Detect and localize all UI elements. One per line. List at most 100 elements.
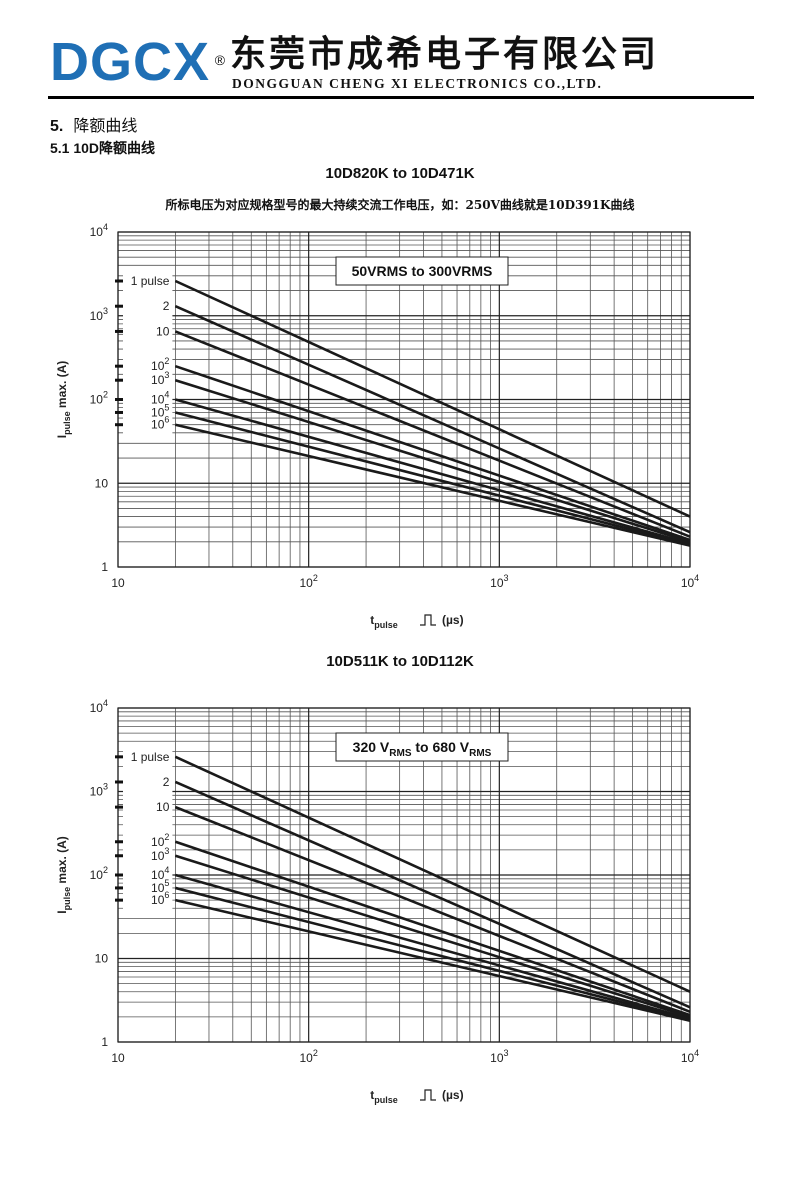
series-line [174, 780, 691, 1009]
series-line [175, 378, 691, 544]
y-tick-label: 10 [95, 476, 109, 490]
subsection-number: 5.1 [50, 140, 70, 156]
pulse-shape-icon [420, 1089, 436, 1101]
y-axis-title: Ipulse max. (A) [55, 836, 72, 914]
series-label-base: 10 [151, 868, 165, 882]
x-tick-exponent: 4 [694, 573, 699, 583]
x-axis-sub: pulse [374, 1095, 398, 1105]
y-tick-label: 103 [90, 782, 108, 799]
series-label: 103 [151, 370, 169, 387]
series-label-base: 10 [151, 849, 165, 863]
chart-2-title: 10D511K to 10D112K [326, 653, 474, 670]
range-label: 320 VRMS to 680 VRMS [353, 739, 492, 759]
series-label-base: 10 [151, 359, 165, 373]
series-label: 10 [156, 324, 170, 338]
y-tick-label: 1 [101, 1035, 108, 1049]
series-label-panel [123, 268, 173, 437]
x-tick-base: 10 [111, 1051, 125, 1065]
range-label: 50VRMS to 300VRMS [352, 263, 493, 279]
x-tick-label: 103 [490, 1048, 508, 1065]
series-label: 2 [163, 299, 170, 313]
series-line [175, 411, 691, 546]
section-number: 5. [50, 118, 64, 135]
y-tick-label: 1 [101, 560, 108, 574]
y-tick-base: 10 [95, 476, 109, 490]
x-tick-base: 10 [490, 1051, 504, 1065]
series-line [174, 279, 691, 518]
y-tick-exponent: 2 [103, 865, 108, 875]
x-tick-base: 10 [490, 576, 504, 590]
x-tick-label: 102 [299, 1048, 317, 1065]
series-label-base: 10 [151, 373, 165, 387]
y-axis-rest: max. (A) [55, 836, 69, 887]
series-label-text: 1 pulse [131, 274, 170, 288]
chart-2-grid [117, 707, 691, 1043]
series-label-exponent: 5 [164, 402, 169, 412]
y-tick-base: 10 [90, 785, 104, 799]
range-label-box [335, 256, 509, 286]
company-logo: DGCX ® [50, 32, 225, 92]
x-axis-sub: pulse [374, 620, 398, 630]
series-label-exponent: 2 [164, 832, 169, 842]
x-tick-base: 10 [299, 1051, 313, 1065]
series-line [175, 423, 691, 547]
x-tick-exponent: 2 [313, 1048, 318, 1058]
range-label-box [335, 732, 509, 762]
series-line [174, 805, 691, 1014]
series-label-exponent: 5 [164, 878, 169, 888]
y-tick-base: 10 [90, 225, 104, 239]
x-tick-base: 10 [681, 576, 695, 590]
y-axis-rest: max. (A) [55, 361, 69, 412]
series-label-exponent: 2 [164, 356, 169, 366]
x-axis-title: tpulse [370, 613, 398, 630]
section-text: 降额曲线 [73, 116, 138, 135]
series-line [175, 854, 691, 1019]
y-tick-base: 10 [90, 868, 104, 882]
y-tick-label: 102 [90, 865, 108, 882]
company-name-en: DONGGUAN CHENG XI ELECTRONICS CO.,LTD. [232, 76, 603, 91]
y-tick-exponent: 4 [103, 222, 108, 232]
series-label: 103 [151, 846, 169, 863]
y-axis-main: I [55, 435, 69, 438]
series-label-exponent: 6 [164, 890, 169, 900]
series-line [175, 898, 691, 1022]
y-axis-title: Ipulse max. (A) [55, 361, 72, 439]
range-label-b: to 680 V [412, 739, 470, 755]
y-tick-exponent: 3 [103, 782, 108, 792]
registered-mark: ® [214, 52, 227, 68]
series-line [174, 755, 691, 993]
series-label-base: 10 [151, 835, 165, 849]
series-label-exponent: 4 [164, 390, 169, 400]
series-label-text: 1 pulse [131, 750, 170, 764]
series-label-exponent: 6 [164, 415, 169, 425]
company-name-cn: 东莞市成希电子有限公司 [230, 33, 660, 75]
y-axis-sub: pulse [62, 887, 72, 911]
range-label-a: 320 V [353, 739, 390, 755]
x-tick-base: 10 [299, 576, 313, 590]
y-tick-base: 10 [90, 701, 104, 715]
series-label-text: 2 [163, 299, 170, 313]
x-axis-main: t [370, 613, 374, 627]
series-label: 1 pulse [131, 750, 170, 764]
subsection-title: 5.1 10D降额曲线 [50, 138, 155, 158]
pulse-shape-icon [420, 614, 436, 626]
series-line [175, 398, 691, 545]
chart-1-note: 所标电压为对应规格型号的最大持续交流工作电压，如：250V曲线就是10D391K… [165, 198, 635, 212]
x-axis-main: t [370, 1088, 374, 1102]
range-label-text: 50VRMS to 300VRMS [352, 263, 493, 279]
y-tick-base: 10 [95, 952, 109, 966]
y-tick-base: 1 [101, 560, 108, 574]
chart-1-title: 10D820K to 10D471K [325, 165, 475, 182]
series-label-exponent: 3 [164, 370, 169, 380]
series-line [174, 840, 691, 1017]
series-line [174, 330, 691, 538]
header-rule [48, 96, 754, 99]
y-tick-label: 104 [90, 698, 108, 715]
y-tick-base: 10 [90, 309, 104, 323]
series-label-base: 10 [151, 405, 165, 419]
y-tick-label: 104 [90, 222, 108, 239]
x-tick-label: 102 [299, 573, 317, 590]
series-label-text: 10 [156, 324, 170, 338]
y-tick-label: 10 [95, 952, 109, 966]
